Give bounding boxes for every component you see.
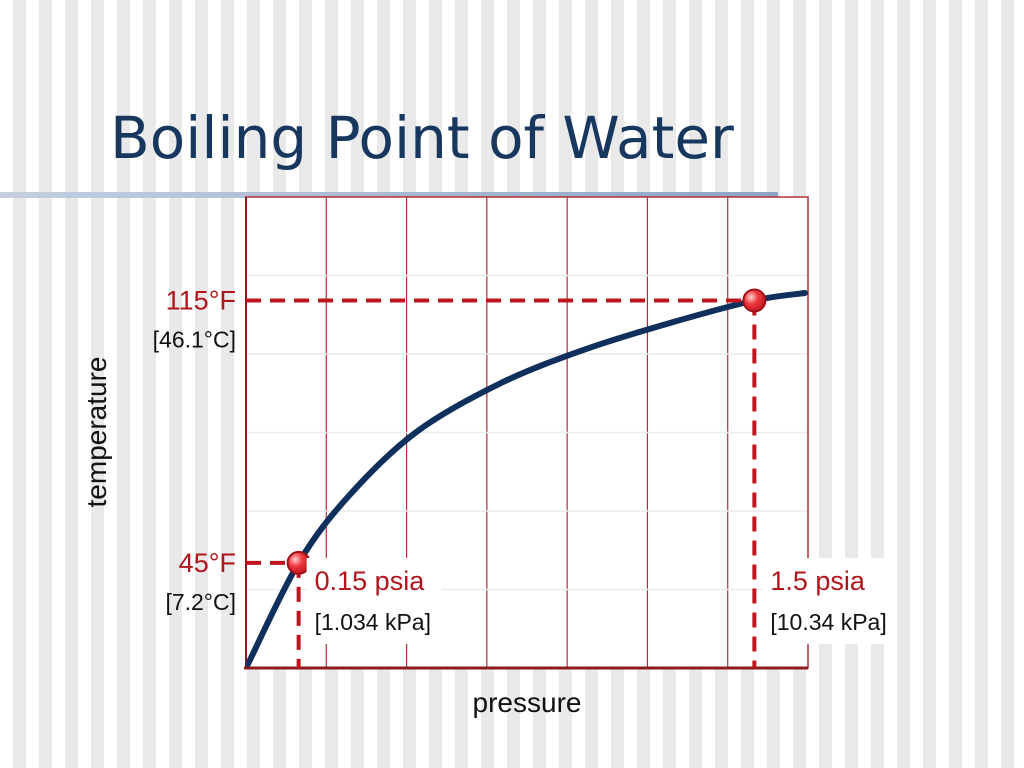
markers: 45°F [7.2°C] 0.15 psia [1.034 kPa] 115°F [46.…: [153, 285, 898, 668]
data-point-marker: [286, 550, 311, 575]
pressure-label-box: [762, 558, 898, 644]
pressure-label-box: [306, 558, 442, 644]
temperature-label: 115°F: [166, 285, 236, 315]
temperature-label: 45°F: [179, 548, 236, 578]
temperature-celsius-label: [46.1°C]: [153, 326, 236, 352]
title-divider: [0, 192, 778, 198]
data-point-marker: [742, 288, 767, 313]
marker-group-2: 115°F [46.1°C] 1.5 psia [10.34 kPa]: [153, 285, 898, 668]
pressure-kpa-label: [10.34 kPa]: [770, 609, 886, 635]
pressure-label: 1.5 psia: [770, 566, 866, 596]
temperature-celsius-label: [7.2°C]: [165, 589, 236, 615]
slide-title: Boiling Point of Water: [110, 104, 734, 172]
marker-group-1: 45°F [7.2°C] 0.15 psia [1.034 kPa]: [165, 548, 442, 668]
x-axis-label: pressure: [473, 687, 582, 718]
boiling-curve: [245, 290, 808, 667]
y-axis-label: temperature: [81, 357, 112, 508]
pressure-label: 0.15 psia: [315, 566, 426, 596]
pressure-kpa-label: [1.034 kPa]: [315, 609, 431, 635]
